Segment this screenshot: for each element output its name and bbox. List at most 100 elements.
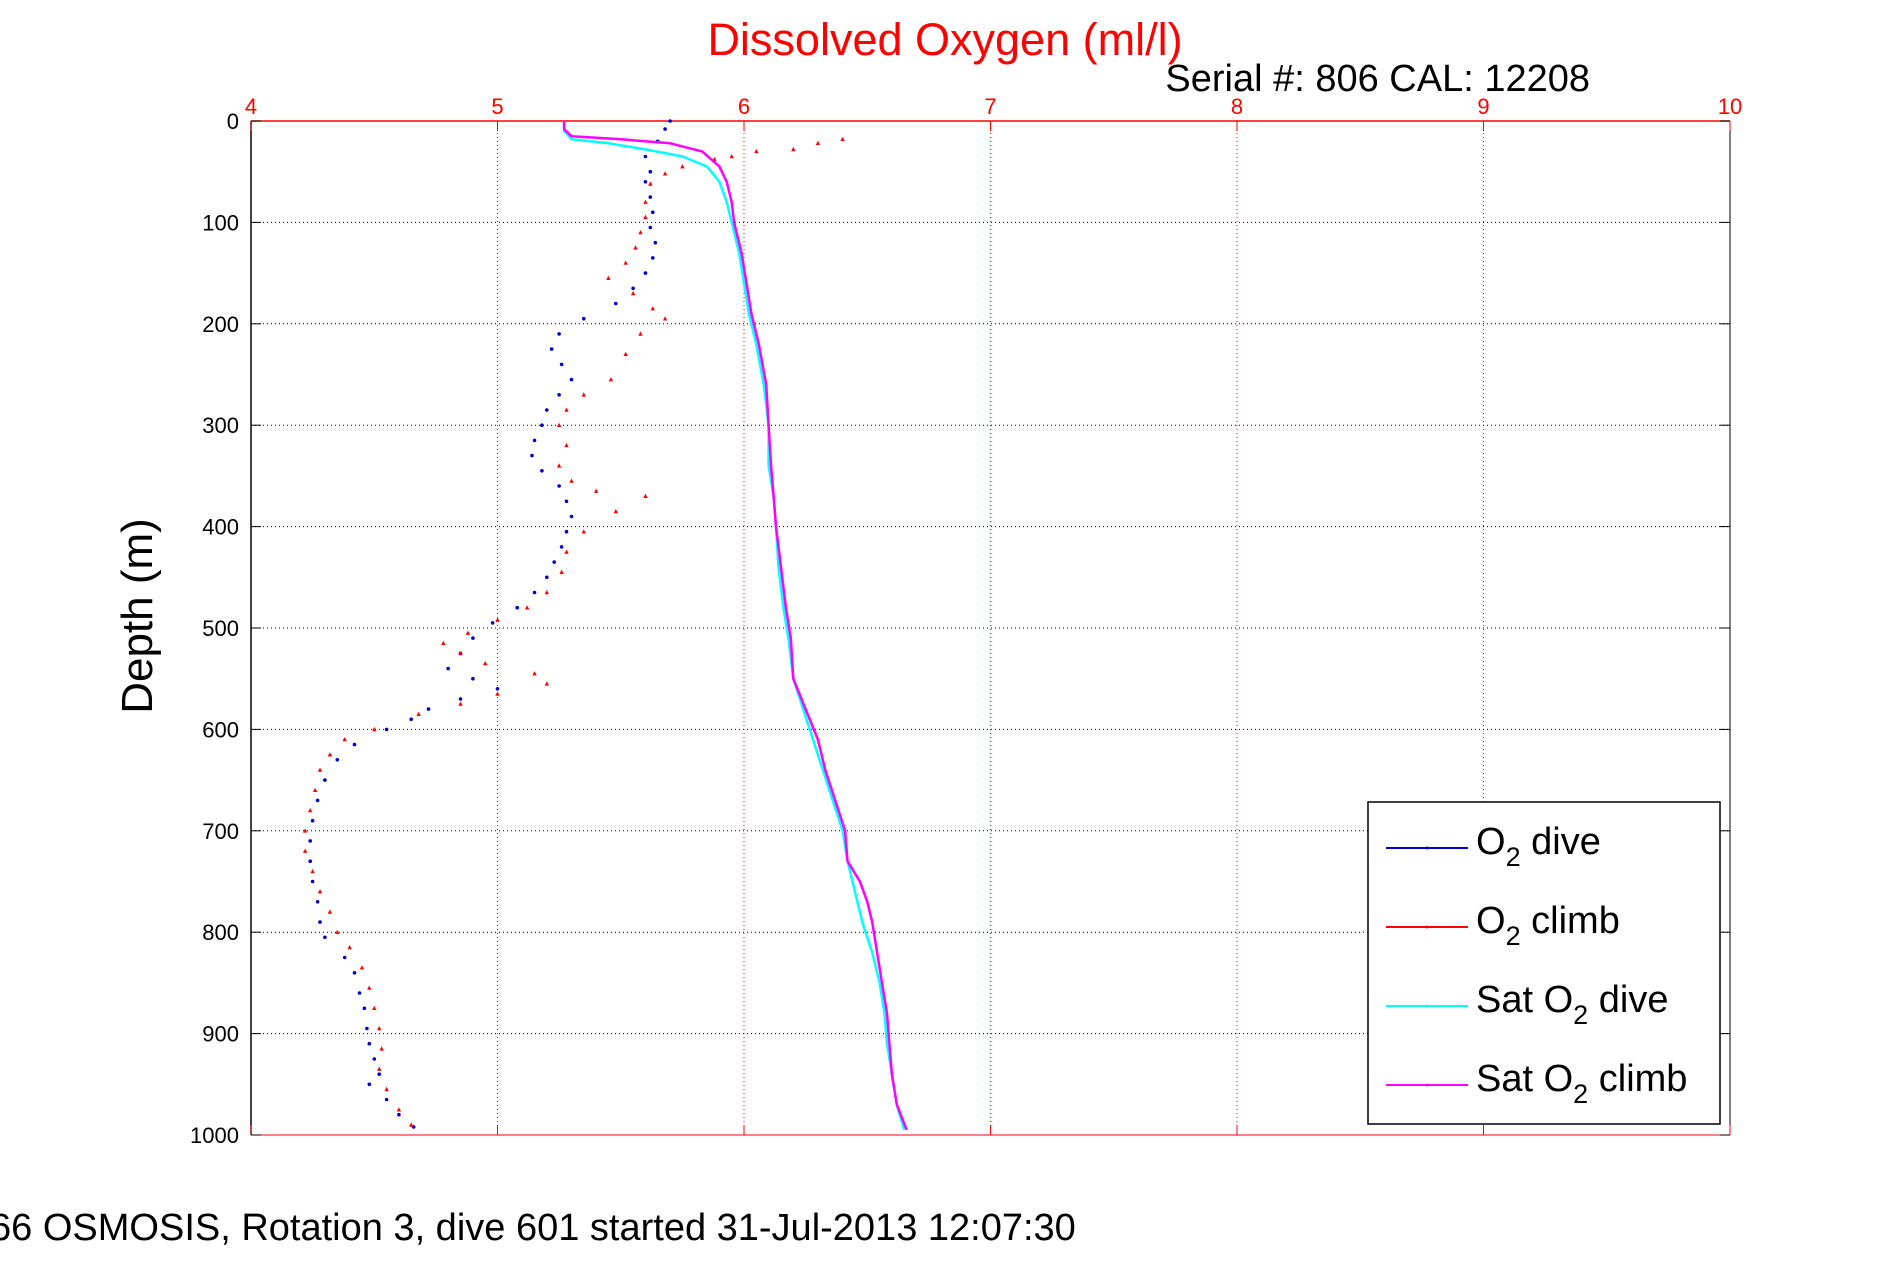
series-o2-dive <box>308 119 672 1129</box>
data-point <box>303 828 308 833</box>
data-point <box>458 701 463 706</box>
series-sat-o2-climb <box>562 121 908 1131</box>
data-point <box>729 154 734 159</box>
data-point <box>362 1006 367 1011</box>
data-point <box>556 463 562 468</box>
data-point <box>317 767 323 772</box>
x-tick-label: 8 <box>1231 94 1243 119</box>
data-point <box>372 726 377 732</box>
data-point <box>372 1005 377 1010</box>
y-tick-label: 600 <box>202 717 239 742</box>
data-point <box>372 1057 377 1061</box>
data-point <box>559 569 564 574</box>
data-point <box>318 920 322 924</box>
legend-label: Sat O2 climb <box>1476 1058 1687 1109</box>
data-point <box>327 752 333 757</box>
series-sat-o2-dive <box>562 121 906 1131</box>
data-point <box>559 362 564 367</box>
data-point <box>458 697 463 701</box>
data-point <box>409 1122 414 1127</box>
data-point <box>308 839 313 843</box>
legend-item: O2 dive <box>1386 821 1601 872</box>
data-point <box>564 407 569 412</box>
data-point <box>544 590 549 595</box>
legend-label-rest: climb <box>1588 1058 1687 1100</box>
data-point <box>357 991 362 995</box>
data-point <box>662 171 668 176</box>
data-point <box>384 727 389 732</box>
data-point <box>458 650 463 656</box>
data-point <box>342 955 347 960</box>
legend-label-rest: dive <box>1588 979 1668 1021</box>
data-point <box>545 408 549 412</box>
data-point <box>335 929 340 934</box>
data-point <box>347 944 352 950</box>
legend-label-main: Sat O <box>1476 979 1573 1021</box>
legend-swatch-marker <box>1425 925 1429 929</box>
data-point <box>545 575 549 580</box>
data-point <box>643 271 648 275</box>
legend-label: Sat O2 dive <box>1476 979 1668 1030</box>
data-point <box>384 1086 389 1092</box>
data-point <box>308 808 313 813</box>
data-point <box>515 605 519 610</box>
data-point <box>556 422 562 427</box>
data-point <box>606 275 611 280</box>
data-point <box>663 127 667 131</box>
data-point <box>303 848 308 853</box>
legend-label-main: O <box>1476 900 1506 942</box>
x-tick-label: 6 <box>738 94 750 119</box>
data-point <box>815 140 821 146</box>
data-point <box>367 985 372 990</box>
data-point <box>426 707 431 711</box>
x-tick-label: 4 <box>245 94 257 119</box>
y-tick-label: 400 <box>202 515 239 540</box>
series-line <box>562 121 906 1131</box>
data-point <box>352 971 357 975</box>
legend-item: Sat O2 dive <box>1386 979 1668 1030</box>
data-point <box>359 965 365 970</box>
data-point <box>653 240 658 245</box>
data-point <box>446 666 451 671</box>
y-tick-label: 900 <box>202 1022 239 1047</box>
y-tick-label: 100 <box>202 210 239 235</box>
data-point <box>441 640 446 645</box>
data-point <box>564 529 569 534</box>
data-point <box>633 245 638 250</box>
y-tick-label: 500 <box>202 616 239 641</box>
data-point <box>638 331 643 336</box>
x-tick-label: 7 <box>984 94 996 119</box>
data-point <box>643 199 648 204</box>
data-point <box>648 225 653 230</box>
data-point <box>377 1072 382 1076</box>
data-point <box>840 136 845 142</box>
data-point <box>648 169 653 174</box>
data-point <box>581 392 586 397</box>
data-point <box>471 636 475 640</box>
data-point <box>532 671 537 676</box>
legend-label-subscript: 2 <box>1573 1000 1588 1030</box>
data-point <box>557 332 561 336</box>
data-point <box>754 148 759 154</box>
data-point <box>557 393 561 397</box>
data-point <box>643 180 648 184</box>
data-point <box>662 316 668 321</box>
x-tick-label: 5 <box>491 94 503 119</box>
data-point <box>668 119 672 123</box>
data-point <box>365 1026 369 1031</box>
data-point <box>327 909 333 914</box>
data-point <box>623 351 628 356</box>
data-point <box>483 661 488 666</box>
data-point <box>409 717 414 722</box>
data-point <box>315 798 320 803</box>
data-point <box>643 154 648 159</box>
legend-item: Sat O2 climb <box>1386 1058 1687 1109</box>
data-point <box>559 545 564 549</box>
data-point <box>495 691 500 696</box>
legend-label-main: O <box>1476 821 1506 863</box>
data-point <box>397 1112 401 1117</box>
data-point <box>650 306 655 311</box>
data-point <box>569 478 574 483</box>
y-tick-label: 300 <box>202 413 239 438</box>
data-point <box>342 737 347 742</box>
